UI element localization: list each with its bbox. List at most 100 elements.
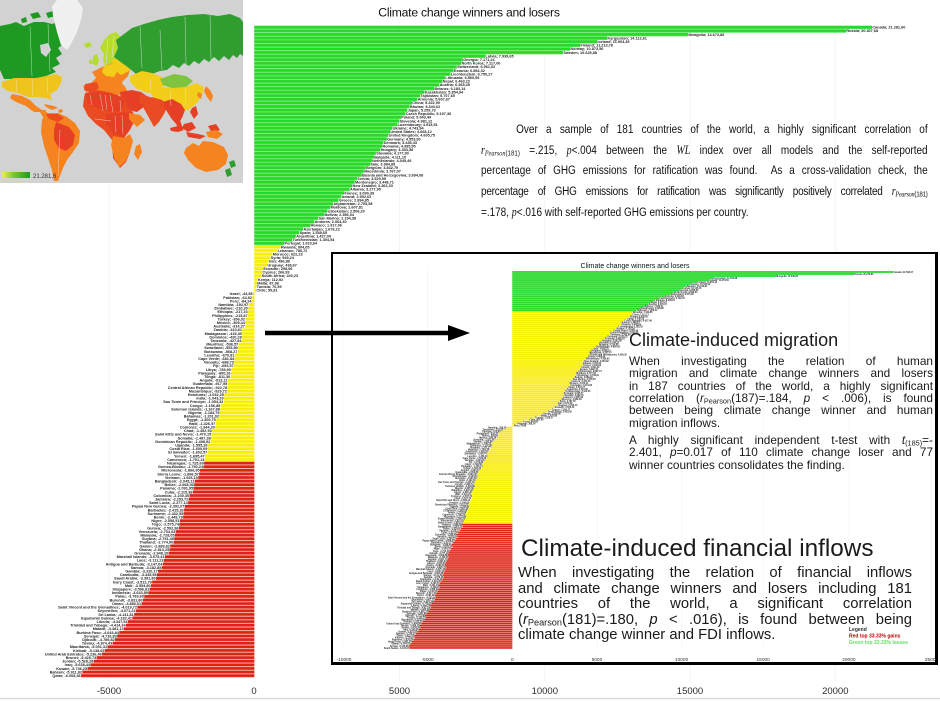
svg-text:Argentina; 3.213,58: Argentina; 3.213,58 bbox=[567, 388, 589, 391]
svg-text:Micronesia; -1.866,95: Micronesia; -1.866,95 bbox=[161, 469, 199, 473]
svg-text:Tanzania; -1.271,17: Tanzania; -1.271,17 bbox=[470, 448, 491, 450]
svg-text:Spain; 3.312,27: Spain; 3.312,27 bbox=[568, 387, 585, 389]
svg-text:Czech Republic; 5.197,36: Czech Republic; 5.197,36 bbox=[406, 112, 451, 116]
svg-text:Mexico; -309,44: Mexico; -309,44 bbox=[217, 321, 246, 325]
svg-text:North Korea; 7.117,00: North Korea; 7.117,00 bbox=[462, 62, 501, 66]
svg-text:Cameroon; -2.790,53: Cameroon; -2.790,53 bbox=[443, 514, 466, 516]
svg-text:Bosnia and Herzegovina; 4.580,: Bosnia and Herzegovina; 4.580,32 bbox=[590, 354, 628, 357]
svg-text:Green top 33.33% losses: Green top 33.33% losses bbox=[849, 640, 908, 646]
svg-text:Saint Kitts and Nevis; -1.470,: Saint Kitts and Nevis; -1.470,15 bbox=[155, 433, 211, 437]
svg-text:Lebanon; 786,72: Lebanon; 786,72 bbox=[278, 249, 308, 253]
svg-text:Switzerland; 6.961,62: Switzerland; 6.961,62 bbox=[457, 65, 495, 69]
svg-text:Lebanon; 2.995,92: Lebanon; 2.995,92 bbox=[563, 397, 584, 399]
svg-text:Gabon; -3.944,90: Gabon; -3.944,90 bbox=[427, 562, 446, 565]
svg-text:Latvia; 7.939,65: Latvia; 7.939,65 bbox=[486, 54, 514, 58]
svg-text:China; 5.422,90: China; 5.422,90 bbox=[412, 101, 440, 105]
svg-text:Israel; -44,85: Israel; -44,85 bbox=[230, 292, 253, 296]
svg-text:Comoros; -2.367,72: Comoros; -2.367,72 bbox=[451, 496, 473, 498]
svg-text:Turkmenistan; 1.304,54: Turkmenistan; 1.304,54 bbox=[293, 238, 336, 242]
svg-text:Lesotho; -1.454,40: Lesotho; -1.454,40 bbox=[467, 455, 488, 458]
svg-text:Jordan; -5.528,28: Jordan; -5.528,28 bbox=[62, 660, 93, 664]
svg-text:North Korea; 9.569,04: North Korea; 9.569,04 bbox=[674, 291, 698, 294]
svg-text:Ukraine; 6.126,36: Ukraine; 6.126,36 bbox=[616, 328, 635, 330]
svg-text:5000: 5000 bbox=[389, 686, 410, 697]
svg-text:Pakistan; -64,92: Pakistan; -64,92 bbox=[223, 296, 252, 300]
svg-text:Nigeria; -1.183,79: Nigeria; -1.183,79 bbox=[188, 411, 219, 415]
svg-text:Honduras; -1.032,25: Honduras; -1.032,25 bbox=[188, 393, 224, 397]
svg-text:15000: 15000 bbox=[677, 686, 703, 697]
svg-text:Lithuania; 6.560,99: Lithuania; 6.560,99 bbox=[445, 76, 479, 80]
svg-text:Cuba; -3.212,80: Cuba; -3.212,80 bbox=[441, 533, 459, 535]
svg-text:Chad; -1.452,93: Chad; -1.452,93 bbox=[184, 429, 212, 433]
svg-text:Swaziland; -1.429,55: Swaziland; -1.429,55 bbox=[466, 451, 489, 454]
svg-text:Grenada; -3.920,76: Grenada; -3.920,76 bbox=[425, 567, 446, 569]
svg-text:Belgium; 4.668,15: Belgium; 4.668,15 bbox=[591, 350, 611, 353]
svg-text:Togo; -3.714,49: Togo; -3.714,49 bbox=[433, 550, 450, 553]
svg-text:Belarus; 7.833,51: Belarus; 7.833,51 bbox=[645, 306, 664, 308]
svg-text:Equatorial Guinea; -4.192,41: Equatorial Guinea; -4.192,41 bbox=[81, 616, 132, 620]
svg-text:Tonga; -811,30: Tonga; -811,30 bbox=[204, 375, 230, 379]
svg-text:Iran; 486,88: Iran; 486,88 bbox=[269, 260, 290, 264]
svg-text:Marshall Islands; -3.075,41: Marshall Islands; -3.075,41 bbox=[117, 555, 165, 559]
svg-text:Egypt; -2.381,20: Egypt; -2.381,20 bbox=[454, 491, 472, 494]
svg-text:Australia; -1.051,59: Australia; -1.051,59 bbox=[473, 439, 495, 442]
svg-text:Australia; -314,27: Australia; -314,27 bbox=[213, 325, 244, 329]
svg-text:Mongolia; 15.649,85: Mongolia; 15.649,85 bbox=[776, 275, 798, 278]
svg-text:Zimbabwe; -532,93: Zimbabwe; -532,93 bbox=[483, 430, 504, 432]
svg-text:Singapore; -4.298,40: Singapore; -4.298,40 bbox=[417, 586, 440, 589]
svg-text:Kazakhstan; 7.596,86: Kazakhstan; 7.596,86 bbox=[641, 307, 665, 310]
svg-text:Tunisia; 1.336,27: Tunisia; 1.336,27 bbox=[535, 417, 554, 419]
svg-text:Ghana; -3.999,60: Ghana; -3.999,60 bbox=[426, 565, 445, 567]
svg-text:Burkina Faso; -4.643,84: Burkina Faso; -4.643,84 bbox=[76, 631, 119, 635]
svg-text:Belize; -2.068,53: Belize; -2.068,53 bbox=[164, 483, 193, 487]
svg-text:Cuba; -2.115,38: Cuba; -2.115,38 bbox=[165, 490, 193, 494]
svg-text:Niger; -3.639,24: Niger; -3.639,24 bbox=[434, 548, 452, 551]
svg-text:United States; 4.668,12: United States; 4.668,12 bbox=[390, 130, 431, 134]
svg-text:Indonesia; -4.369,09: Indonesia; -4.369,09 bbox=[417, 588, 440, 591]
svg-text:Canada; 22.593,47: Canada; 22.593,47 bbox=[893, 271, 914, 274]
svg-text:Monaco; 1.917,06: Monaco; 1.917,06 bbox=[310, 224, 341, 228]
svg-text:Guatemala; -2.006,80: Guatemala; -2.006,80 bbox=[455, 471, 479, 474]
svg-text:Macedonia; 4.557,47: Macedonia; 4.557,47 bbox=[589, 352, 612, 355]
svg-text:Kiribati; -5.313,35: Kiribati; -5.313,35 bbox=[403, 621, 423, 624]
svg-text:Paraguay; -1.746,74: Paraguay; -1.746,74 bbox=[461, 465, 483, 468]
svg-text:Bhutan; 5.340,62: Bhutan; 5.340,62 bbox=[410, 105, 440, 109]
svg-text:Botswana; -1.508,74: Botswana; -1.508,74 bbox=[465, 453, 488, 456]
svg-text:Haiti; -2.441,22: Haiti; -2.441,22 bbox=[455, 493, 472, 496]
svg-text:Dominica; -1.191,98: Dominica; -1.191,98 bbox=[470, 446, 492, 448]
svg-text:Legend: Legend bbox=[849, 627, 867, 633]
svg-text:5000: 5000 bbox=[592, 657, 603, 663]
svg-text:Netherlands; 4.045,49: Netherlands; 4.045,49 bbox=[372, 159, 411, 163]
svg-text:Vanuatu; -1.620,20: Vanuatu; -1.620,20 bbox=[465, 459, 486, 462]
svg-text:Bahrain; -5.911,82: Bahrain; -5.911,82 bbox=[50, 670, 82, 674]
svg-text:Senegal; -4.716,83: Senegal; -4.716,83 bbox=[84, 634, 117, 638]
svg-text:21.281,6: 21.281,6 bbox=[33, 174, 57, 180]
svg-text:Uganda; -1.595,26: Uganda; -1.595,26 bbox=[175, 444, 207, 448]
svg-text:Red top 33.33% gains: Red top 33.33% gains bbox=[849, 634, 901, 640]
svg-text:Nepal; 8.173,27: Nepal; 8.173,27 bbox=[650, 302, 667, 304]
svg-text:Dominican Republic; -2.611,53: Dominican Republic; -2.611,53 bbox=[435, 504, 469, 506]
svg-text:Antigua and Barbuda; -3.147,04: Antigua and Barbuda; -3.147,04 bbox=[106, 562, 164, 566]
svg-text:Tajikistan; 7.360,22: Tajikistan; 7.360,22 bbox=[637, 309, 658, 312]
svg-text:Bangladesh; -2.952,73: Bangladesh; -2.952,73 bbox=[438, 527, 463, 529]
svg-text:Suriname; -2.432,55: Suriname; -2.432,55 bbox=[148, 512, 184, 516]
svg-text:Poland; 5.043,49: Poland; 5.043,49 bbox=[401, 116, 431, 120]
svg-text:Iceland; 11.903,39: Iceland; 11.903,39 bbox=[597, 40, 629, 44]
svg-text:Zambia; -1.163,98: Zambia; -1.163,98 bbox=[473, 442, 493, 444]
svg-text:Namibia; -339,28: Namibia; -339,28 bbox=[488, 428, 507, 430]
svg-text:Cambodia; -4.149,16: Cambodia; -4.149,16 bbox=[420, 578, 443, 581]
svg-text:Laos; -3.111,23: Laos; -3.111,23 bbox=[137, 559, 164, 563]
svg-text:Spain; 1.549,65: Spain; 1.549,65 bbox=[300, 231, 327, 235]
svg-text:Kazakhstan; 5.854,94: Kazakhstan; 5.854,94 bbox=[425, 90, 464, 94]
svg-text:Benin; -3.552,55: Benin; -3.552,55 bbox=[435, 547, 453, 549]
svg-text:Albania; 4.155,24: Albania; 4.155,24 bbox=[583, 362, 602, 365]
svg-text:Nicaragua; -2.721,88: Nicaragua; -2.721,88 bbox=[444, 516, 467, 518]
svg-text:Norway; 10.873,56: Norway; 10.873,56 bbox=[570, 47, 603, 51]
svg-text:Greece; 3.992,72: Greece; 3.992,72 bbox=[580, 369, 599, 371]
svg-text:Bhutan; 6.950,05: Bhutan; 6.950,05 bbox=[630, 315, 649, 318]
svg-text:Djibouti; -5.172,98: Djibouti; -5.172,98 bbox=[405, 614, 425, 617]
svg-text:Costa Rica; -1.600,09: Costa Rica; -1.600,09 bbox=[169, 447, 207, 451]
svg-text:Costa Rica; -2.601,39: Costa Rica; -2.601,39 bbox=[445, 507, 469, 510]
svg-text:Belize; -3.039,42: Belize; -3.039,42 bbox=[443, 528, 461, 531]
svg-text:Norway; 10.545,99: Norway; 10.545,99 bbox=[690, 283, 711, 286]
